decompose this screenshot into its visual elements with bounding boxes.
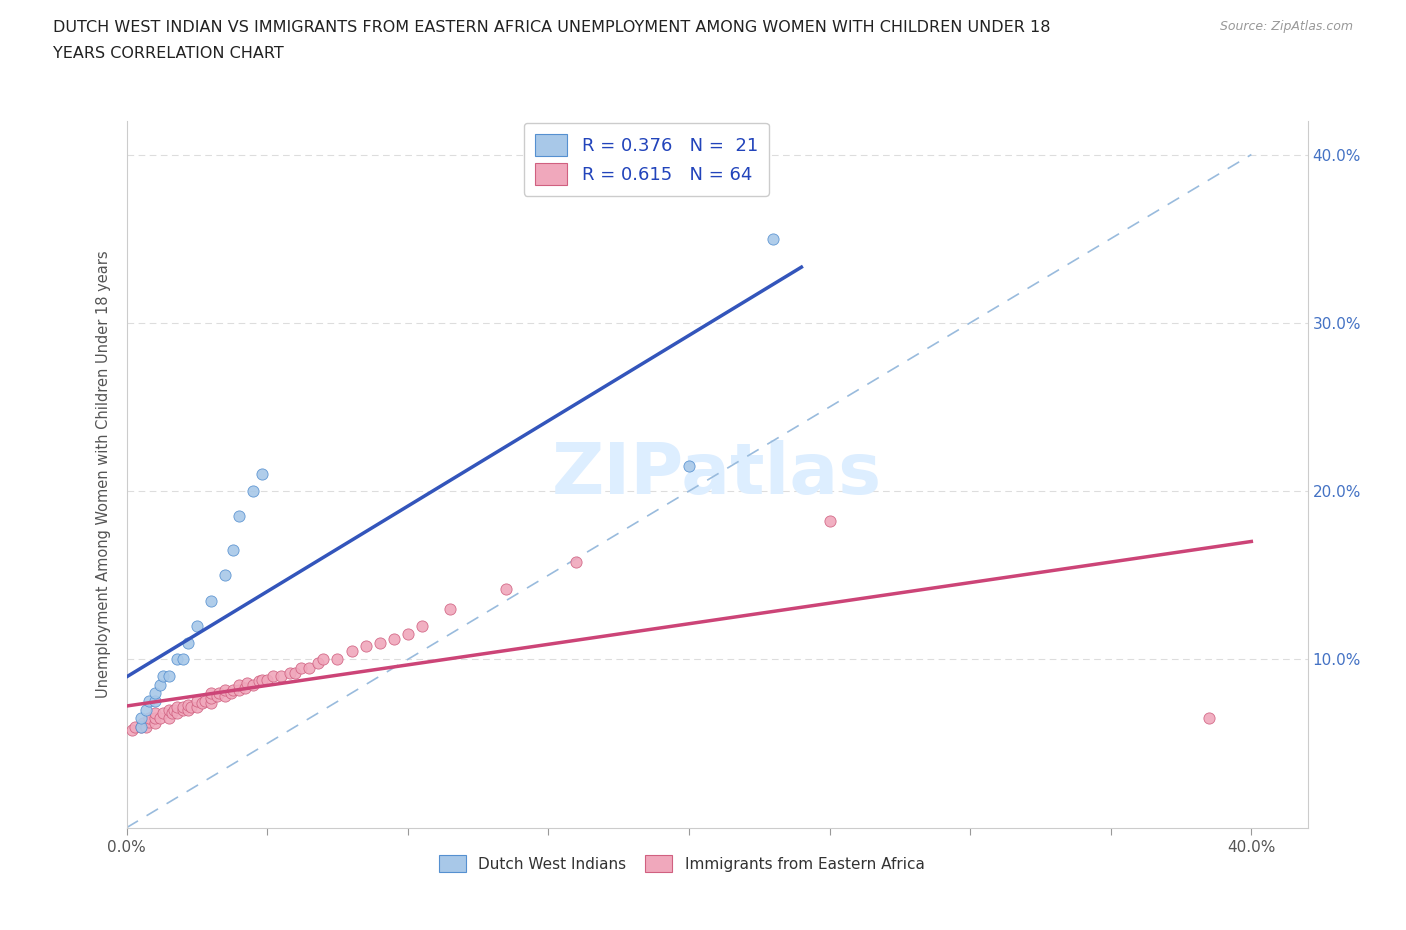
Point bbox=[200, 685, 222, 700]
Point bbox=[177, 702, 200, 717]
Point bbox=[290, 660, 312, 675]
Point bbox=[152, 669, 174, 684]
Point bbox=[228, 677, 250, 692]
Point bbox=[143, 716, 166, 731]
Legend: Dutch West Indians, Immigrants from Eastern Africa: Dutch West Indians, Immigrants from East… bbox=[433, 849, 931, 878]
Point bbox=[214, 683, 236, 698]
Point bbox=[228, 509, 250, 524]
Point bbox=[186, 694, 208, 709]
Point bbox=[129, 719, 152, 734]
Text: DUTCH WEST INDIAN VS IMMIGRANTS FROM EASTERN AFRICA UNEMPLOYMENT AMONG WOMEN WIT: DUTCH WEST INDIAN VS IMMIGRANTS FROM EAS… bbox=[53, 20, 1050, 35]
Point bbox=[138, 714, 160, 729]
Text: ZIPatlas: ZIPatlas bbox=[553, 440, 882, 509]
Point bbox=[157, 669, 180, 684]
Y-axis label: Unemployment Among Women with Children Under 18 years: Unemployment Among Women with Children U… bbox=[96, 250, 111, 698]
Point bbox=[565, 554, 588, 569]
Point bbox=[149, 711, 172, 725]
Point bbox=[138, 711, 160, 725]
Point bbox=[354, 639, 377, 654]
Point bbox=[411, 618, 433, 633]
Point bbox=[143, 706, 166, 721]
Point bbox=[172, 702, 194, 717]
Text: Source: ZipAtlas.com: Source: ZipAtlas.com bbox=[1219, 20, 1353, 33]
Point bbox=[160, 706, 183, 721]
Point bbox=[340, 644, 363, 658]
Point bbox=[222, 683, 245, 698]
Point bbox=[222, 542, 245, 557]
Point bbox=[242, 484, 264, 498]
Point bbox=[157, 711, 180, 725]
Point bbox=[298, 660, 321, 675]
Point bbox=[186, 699, 208, 714]
Point bbox=[242, 677, 264, 692]
Point bbox=[236, 675, 259, 690]
Point bbox=[177, 635, 200, 650]
Point bbox=[200, 593, 222, 608]
Point bbox=[186, 618, 208, 633]
Point bbox=[205, 689, 228, 704]
Point bbox=[1198, 711, 1220, 725]
Point bbox=[247, 674, 270, 689]
Point bbox=[191, 696, 214, 711]
Point bbox=[143, 711, 166, 725]
Point bbox=[818, 514, 841, 529]
Point bbox=[219, 685, 242, 700]
Point bbox=[270, 669, 292, 684]
Point bbox=[214, 568, 236, 583]
Point bbox=[228, 683, 250, 698]
Point bbox=[495, 581, 517, 596]
Point bbox=[166, 699, 188, 714]
Point bbox=[163, 702, 186, 717]
Point bbox=[312, 652, 335, 667]
Point bbox=[135, 702, 157, 717]
Point bbox=[200, 691, 222, 706]
Point bbox=[172, 699, 194, 714]
Point bbox=[762, 232, 785, 246]
Point bbox=[368, 635, 391, 650]
Point bbox=[149, 677, 172, 692]
Point bbox=[124, 719, 146, 734]
Point bbox=[194, 694, 217, 709]
Point bbox=[157, 702, 180, 717]
Point bbox=[382, 631, 405, 646]
Point bbox=[121, 723, 143, 737]
Point bbox=[152, 706, 174, 721]
Point bbox=[200, 696, 222, 711]
Point bbox=[208, 685, 231, 700]
Point bbox=[284, 666, 307, 681]
Point bbox=[214, 689, 236, 704]
Point bbox=[177, 698, 200, 712]
Point bbox=[172, 652, 194, 667]
Point bbox=[135, 719, 157, 734]
Point bbox=[439, 602, 461, 617]
Point bbox=[326, 652, 349, 667]
Point bbox=[250, 467, 273, 482]
Point bbox=[256, 672, 278, 687]
Point bbox=[138, 694, 160, 709]
Point bbox=[396, 627, 419, 642]
Point bbox=[678, 458, 700, 473]
Point bbox=[166, 706, 188, 721]
Point bbox=[250, 672, 273, 687]
Point bbox=[307, 656, 329, 671]
Point bbox=[132, 716, 155, 731]
Point bbox=[278, 666, 301, 681]
Point bbox=[129, 719, 152, 734]
Point bbox=[180, 699, 202, 714]
Point bbox=[143, 685, 166, 700]
Point bbox=[262, 669, 284, 684]
Text: YEARS CORRELATION CHART: YEARS CORRELATION CHART bbox=[53, 46, 284, 61]
Point bbox=[166, 652, 188, 667]
Point bbox=[233, 681, 256, 696]
Point bbox=[143, 694, 166, 709]
Point bbox=[129, 711, 152, 725]
